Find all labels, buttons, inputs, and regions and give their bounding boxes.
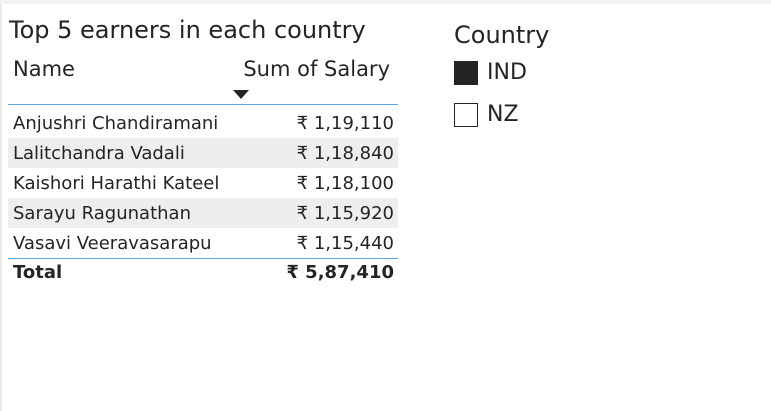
slicer-item-ind[interactable]: IND: [454, 60, 634, 86]
top-earners-table[interactable]: Top 5 earners in each country Name Sum o…: [6, 10, 398, 290]
slicer-item-nz[interactable]: NZ: [454, 102, 634, 128]
table-row[interactable]: Anjushri Chandiramani ₹ 1,19,110: [8, 108, 398, 138]
slicer-title: Country: [454, 21, 550, 49]
cell-salary: ₹ 1,18,840: [296, 143, 394, 164]
cell-salary: ₹ 1,18,100: [296, 173, 394, 194]
cell-name: Lalitchandra Vadali: [13, 143, 185, 164]
checkbox-unchecked-icon[interactable]: [454, 103, 478, 127]
canvas-left-edge: [0, 4, 2, 411]
total-label: Total: [13, 262, 63, 283]
cell-name: Anjushri Chandiramani: [13, 113, 219, 134]
checkbox-checked-icon[interactable]: [454, 61, 478, 85]
top-border: [0, 0, 771, 4]
sort-descending-icon[interactable]: [233, 90, 249, 99]
table-body: Anjushri Chandiramani ₹ 1,19,110 Lalitch…: [8, 108, 398, 258]
table-row[interactable]: Sarayu Ragunathan ₹ 1,15,920: [8, 198, 398, 228]
cell-salary: ₹ 1,15,440: [296, 233, 394, 254]
slicer-item-label: IND: [487, 60, 527, 85]
cell-salary: ₹ 1,19,110: [296, 113, 394, 134]
cell-name: Kaishori Harathi Kateel: [13, 173, 220, 194]
header-divider: [8, 104, 398, 105]
total-divider: [8, 258, 398, 259]
cell-name: Sarayu Ragunathan: [13, 203, 191, 224]
table-title: Top 5 earners in each country: [9, 16, 366, 44]
total-row: Total ₹ 5,87,410: [8, 259, 398, 287]
column-header-sum-of-salary[interactable]: Sum of Salary: [243, 57, 390, 81]
table-row[interactable]: Vasavi Veeravasarapu ₹ 1,15,440: [8, 228, 398, 258]
country-slicer: Country IND NZ: [450, 14, 650, 134]
slicer-item-label: NZ: [487, 102, 519, 127]
total-value: ₹ 5,87,410: [286, 262, 394, 283]
column-header-name[interactable]: Name: [13, 57, 75, 81]
cell-salary: ₹ 1,15,920: [296, 203, 394, 224]
cell-name: Vasavi Veeravasarapu: [13, 233, 212, 254]
table-row[interactable]: Lalitchandra Vadali ₹ 1,18,840: [8, 138, 398, 168]
table-row[interactable]: Kaishori Harathi Kateel ₹ 1,18,100: [8, 168, 398, 198]
